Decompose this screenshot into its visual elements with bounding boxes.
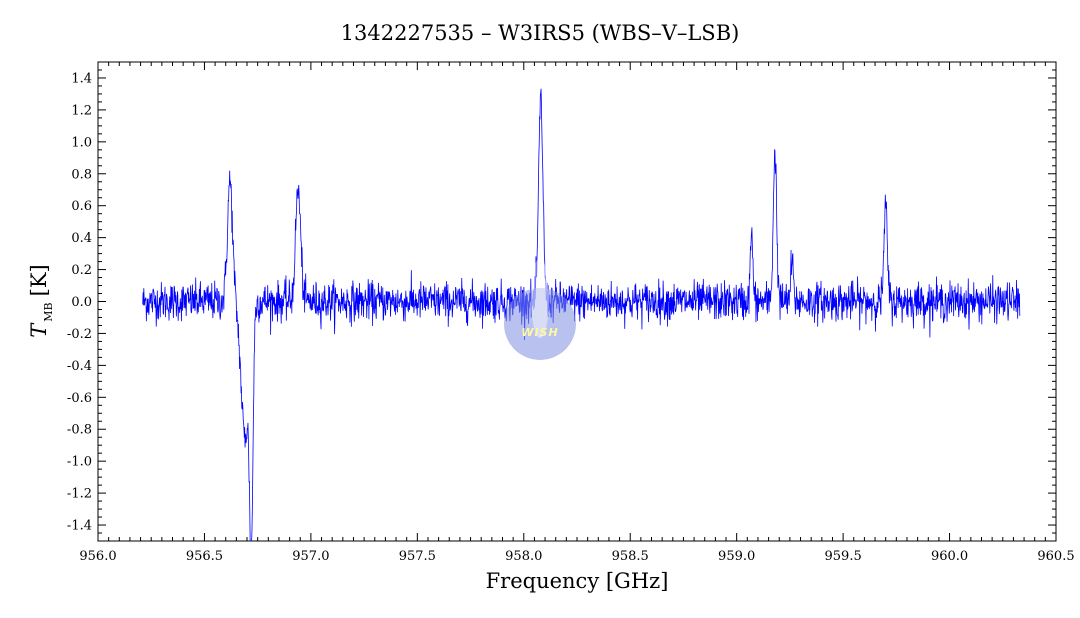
wish-logo-text: WISH [521,326,558,339]
y-tick-label: -0.6 [67,391,92,406]
y-axis-label-unit: [K] [27,264,51,296]
y-axis: -1.4 -1.2 -1.0 -0.8 -0.6 -0.4 -0.2 0.0 0.2 0.4 0.6… [67,61,1056,542]
chart-title: 1342227535 – W3IRS5 (WBS–V–LSB) [341,21,740,45]
y-tick-label: 1.2 [71,103,92,118]
x-tick-label: 960.0 [931,549,968,564]
x-tick-label: 958.5 [612,549,649,564]
x-tick-label: 957.0 [292,549,329,564]
x-tick-label: 956.0 [79,549,116,564]
y-tick-label: -1.4 [67,519,92,534]
y-tick-label: -0.2 [67,327,92,342]
x-tick-label: 957.5 [399,549,436,564]
x-tick-label: 958.0 [505,549,542,564]
y-tick-label: 0.6 [71,199,92,214]
y-tick-label: 0.0 [71,295,92,310]
y-axis-label-sub: MB [42,302,55,321]
svg-text:TMB[K]: TMB [K] [27,264,55,337]
y-tick-label: 1.4 [71,71,92,86]
y-tick-label: -0.4 [67,359,92,374]
spectrum-series-line [142,88,1021,542]
x-tick-label: 956.5 [186,549,223,564]
y-axis-label: TMB [K] [27,264,55,337]
x-tick-label: 959.5 [825,549,862,564]
y-tick-label: 1.0 [71,135,92,150]
y-tick-label: -0.8 [67,423,92,438]
x-tick-label: 959.0 [718,549,755,564]
x-axis: 956.0 956.5 957.0 957.5 958.0 958.5 959.0 959.5… [79,62,1075,564]
y-tick-label: -1.0 [67,455,92,470]
y-tick-label: 0.8 [71,167,92,182]
y-axis-label-main: T [27,322,51,338]
x-tick-label: 960.5 [1037,549,1074,564]
wish-logo: WISH [504,258,576,360]
wish-logo-circle [504,288,576,360]
y-tick-label: 0.4 [71,231,92,246]
y-tick-label: -1.2 [67,487,92,502]
x-axis-label: Frequency [GHz] [486,569,669,593]
wish-logo-highlight [531,258,549,338]
y-tick-label: 0.2 [71,263,92,278]
